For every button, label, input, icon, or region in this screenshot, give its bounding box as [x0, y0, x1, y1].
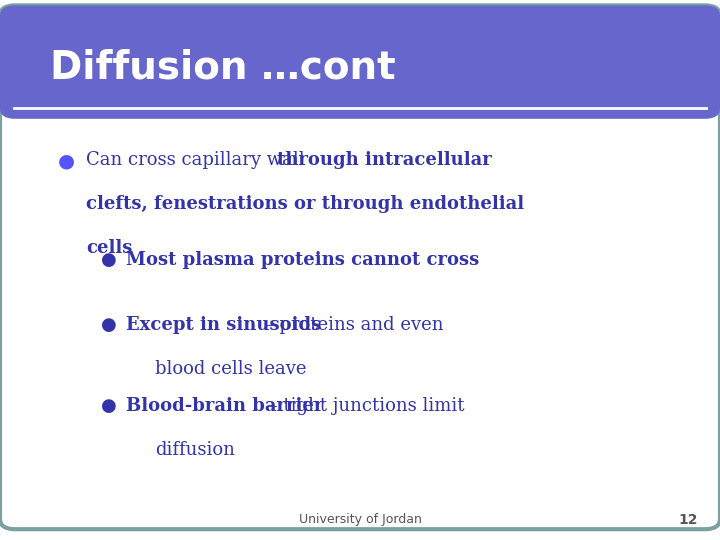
Text: Diffusion …cont: Diffusion …cont [50, 49, 396, 86]
FancyBboxPatch shape [0, 5, 720, 529]
Text: 12: 12 [679, 512, 698, 526]
Text: ●: ● [101, 316, 117, 334]
Text: – tight junctions limit: – tight junctions limit [263, 397, 464, 415]
Text: Can cross capillary wall: Can cross capillary wall [86, 151, 311, 169]
Text: clefts, fenestrations or through endothelial: clefts, fenestrations or through endothe… [86, 195, 525, 213]
Text: Except in sinusoids: Except in sinusoids [126, 316, 321, 334]
Text: ●: ● [101, 251, 117, 269]
Text: University of Jordan: University of Jordan [299, 514, 421, 526]
Text: Most plasma proteins cannot cross: Most plasma proteins cannot cross [126, 251, 480, 269]
Text: ●: ● [58, 151, 75, 170]
Text: Blood-brain barrier: Blood-brain barrier [126, 397, 323, 415]
Text: ●: ● [101, 397, 117, 415]
Text: through intracellular: through intracellular [277, 151, 492, 169]
FancyBboxPatch shape [0, 5, 720, 119]
Text: cells: cells [86, 239, 132, 256]
Text: blood cells leave: blood cells leave [155, 360, 306, 378]
Text: – proteins and even: – proteins and even [259, 316, 444, 334]
Text: diffusion: diffusion [155, 441, 235, 459]
